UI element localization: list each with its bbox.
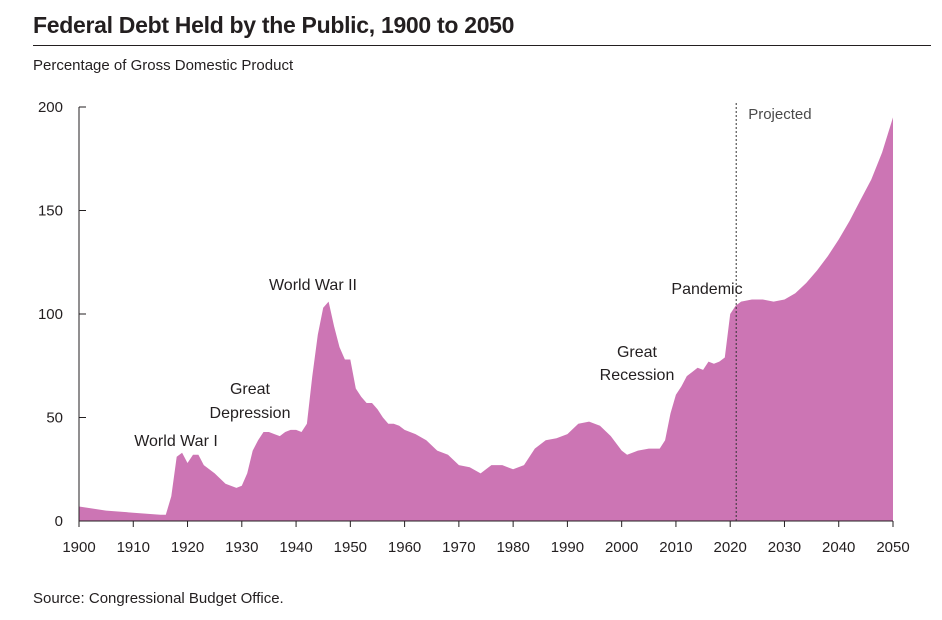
annotation-line: World War II [269,277,357,294]
annotation-label: Great Recession [600,344,675,384]
y-tick-label: 150 [38,203,63,220]
chart-title: Federal Debt Held by the Public, 1900 to… [33,12,515,38]
annotation-label: World War I [134,433,218,450]
area-layer [79,117,893,522]
y-tick-label: 50 [46,410,63,427]
y-tick-label: 200 [38,99,63,116]
annotation-line: Great [230,381,271,398]
x-tick-label: 1940 [279,539,312,556]
chart-subtitle: Percentage of Gross Domestic Product [33,57,294,74]
projection-label: Projected [748,106,811,123]
x-tick-label: 1930 [225,539,258,556]
y-tick-label: 100 [38,306,63,323]
source-note: Source: Congressional Budget Office. [33,590,284,607]
x-tick-label: 2010 [659,539,692,556]
annotation-line: Great [617,344,658,361]
debt-chart: 0 50 100 150 200 1900 1910 1920 1930 1940 1950 1960… [38,99,910,556]
x-tick-label: 1920 [171,539,204,556]
x-tick-label: 1960 [388,539,421,556]
x-tick-label: 1970 [442,539,475,556]
x-tick-label: 2040 [822,539,855,556]
x-tick-label: 2050 [876,539,909,556]
x-tick-label: 1900 [62,539,95,556]
annotation-line: Recession [600,367,675,384]
x-tick-label: 1980 [496,539,529,556]
annotation-label: Pandemic [671,281,742,298]
title-rule [33,45,931,46]
x-tick-label: 1910 [117,539,150,556]
x-tick-label: 2030 [768,539,801,556]
annotation-layer: World War I Great Depression World War II Gr… [134,277,742,450]
x-tick-label: 2000 [605,539,638,556]
x-tick-label: 2020 [714,539,747,556]
debt-area [79,117,893,522]
annotation-line: Pandemic [671,281,742,298]
annotation-line: World War I [134,433,218,450]
annotation-label: Great Depression [210,381,291,422]
axis-layer: 0 50 100 150 200 1900 1910 1920 1930 1940 1950 1960… [38,99,910,556]
x-tick-label: 1950 [334,539,367,556]
y-tick-label: 0 [55,513,63,530]
x-tick-label: 1990 [551,539,584,556]
annotation-line: Depression [210,405,291,422]
annotation-label: World War II [269,277,357,294]
